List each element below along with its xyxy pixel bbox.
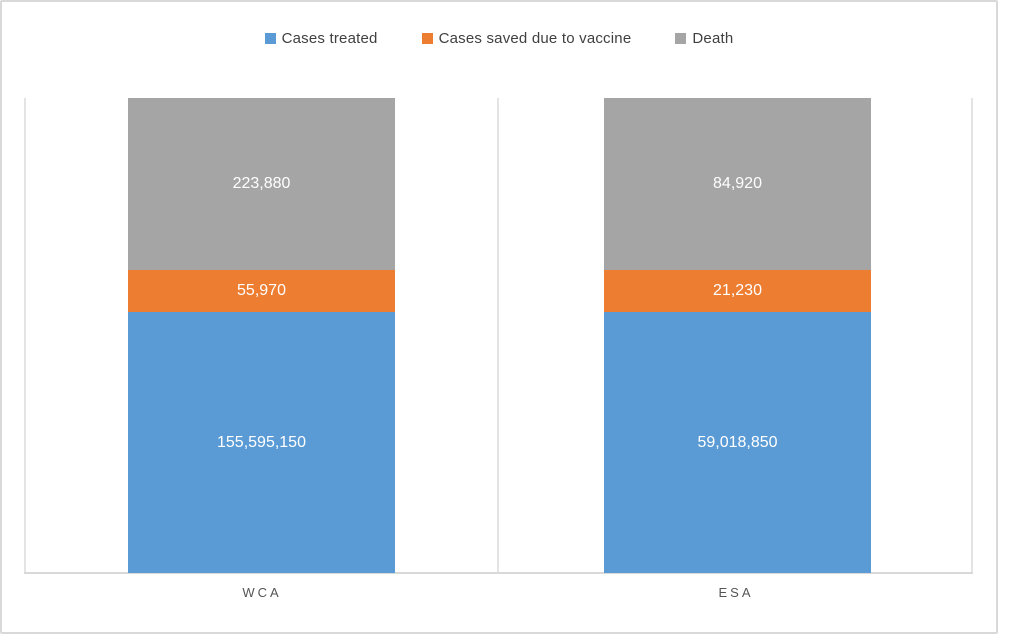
data-label-death-esa: 84,920 <box>713 175 762 192</box>
x-axis-line <box>24 572 973 574</box>
bar-segment-saved-esa[interactable]: 21,230 <box>604 270 871 312</box>
bar-esa: 84,920 21,230 59,018,850 <box>604 98 871 573</box>
data-label-treated-wca: 155,595,150 <box>217 433 306 451</box>
bar-segment-saved-wca[interactable]: 55,970 <box>128 270 395 312</box>
chart-legend: Cases treated Cases saved due to vaccine… <box>0 30 998 47</box>
gridline-right <box>971 98 973 573</box>
gridline-left <box>24 98 26 573</box>
legend-item-cases-saved[interactable]: Cases saved due to vaccine <box>421 30 632 47</box>
data-label-saved-esa: 21,230 <box>713 282 762 299</box>
data-label-saved-wca: 55,970 <box>237 282 286 299</box>
bar-segment-death-wca[interactable]: 223,880 <box>128 98 395 270</box>
legend-item-death[interactable]: Death <box>675 30 733 47</box>
legend-swatch-blue-icon <box>264 33 276 44</box>
legend-item-cases-treated[interactable]: Cases treated <box>264 30 378 47</box>
bar-segment-death-esa[interactable]: 84,920 <box>604 98 871 270</box>
category-label-esa: ESA <box>718 585 754 600</box>
legend-swatch-gray-icon <box>675 33 687 44</box>
legend-label-death: Death <box>692 30 734 47</box>
gridline-middle <box>497 98 499 573</box>
bar-segment-treated-wca[interactable]: 155,595,150 <box>128 312 395 573</box>
category-label-wca: WCA <box>242 585 282 600</box>
legend-swatch-orange-icon <box>421 33 433 44</box>
data-label-treated-esa: 59,018,850 <box>697 433 778 451</box>
legend-label-cases-saved: Cases saved due to vaccine <box>438 30 632 47</box>
bar-wca: 223,880 55,970 155,595,150 <box>128 98 395 573</box>
bar-segment-treated-esa[interactable]: 59,018,850 <box>604 312 871 573</box>
legend-label-cases-treated: Cases treated <box>281 30 378 47</box>
data-label-death-wca: 223,880 <box>232 175 291 192</box>
